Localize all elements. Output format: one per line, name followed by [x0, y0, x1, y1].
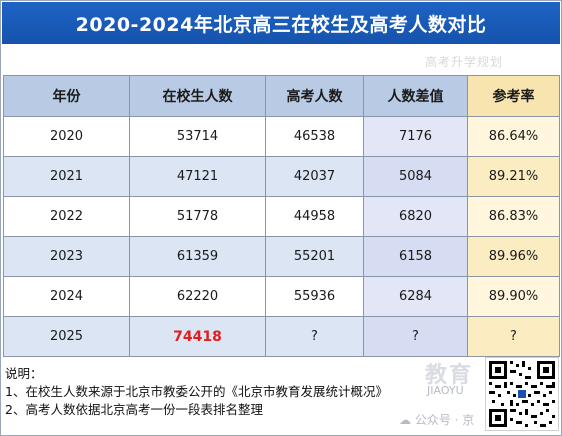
notes-line-1: 1、在校生人数来源于北京市教委公开的《北京市教育发展统计概况》 — [5, 384, 388, 399]
table-row: 2022 51778 44958 6820 86.83% — [3, 196, 560, 237]
header-year: 年份 — [3, 75, 130, 117]
qr-code-graphic — [486, 358, 558, 430]
comparison-table: 年份 在校生人数 高考人数 人数差值 参考率 2020 53714 46538 … — [3, 75, 560, 357]
table-row: 2024 62220 55936 6284 89.90% — [3, 276, 560, 317]
table-header-row: 年份 在校生人数 高考人数 人数差值 参考率 — [3, 75, 560, 117]
header-exam-takers: 高考人数 — [265, 75, 364, 117]
header-difference: 人数差值 — [363, 75, 468, 117]
cell-difference: 5084 — [363, 156, 468, 197]
cell-difference: 6284 — [363, 276, 468, 317]
watermark-top: 高考升学规划 — [424, 55, 503, 69]
notes-line-2: 2、高考人数依据北京高考一份一段表排名整理 — [5, 402, 263, 417]
subtitle-strip — [2, 44, 560, 74]
table-row: 2021 47121 42037 5084 89.21% — [3, 156, 560, 197]
cell-rate: 89.90% — [467, 276, 560, 317]
cell-year: 2024 — [3, 276, 130, 317]
table-row: 2025 74418 ? ? ? — [3, 316, 560, 357]
cell-difference: 7176 — [363, 116, 468, 157]
header-rate: 参考率 — [467, 75, 560, 117]
watermark-latin: JIAOYU — [427, 384, 464, 397]
qr-code — [485, 357, 559, 431]
cell-rate: 89.21% — [467, 156, 560, 197]
cell-enrolled: 62220 — [129, 276, 266, 317]
wechat-icon: ☁ — [399, 413, 411, 427]
table-row: 2023 61359 55201 6158 89.96% — [3, 236, 560, 277]
notes: 说明： 1、在校生人数来源于北京市教委公开的《北京市教育发展统计概况》 2、高考… — [5, 365, 485, 419]
notes-heading: 说明： — [5, 366, 43, 381]
cell-enrolled-highlight: 74418 — [129, 316, 266, 357]
cell-rate: ? — [467, 316, 560, 357]
cell-year: 2023 — [3, 236, 130, 277]
cell-enrolled: 53714 — [129, 116, 266, 157]
cell-enrolled: 51778 — [129, 196, 266, 237]
watermark-brand: 教育 — [425, 363, 474, 388]
watermark-account-text: 公众号 · 京 — [414, 413, 475, 427]
header-enrolled: 在校生人数 — [129, 75, 266, 117]
cell-exam-takers: ? — [265, 316, 364, 357]
cell-rate: 89.96% — [467, 236, 560, 277]
cell-exam-takers: 55201 — [265, 236, 364, 277]
cell-difference: 6820 — [363, 196, 468, 237]
cell-difference: ? — [363, 316, 468, 357]
cell-exam-takers: 44958 — [265, 196, 364, 237]
cell-enrolled: 47121 — [129, 156, 266, 197]
cell-exam-takers: 46538 — [265, 116, 364, 157]
cell-year: 2021 — [3, 156, 130, 197]
cell-year: 2020 — [3, 116, 130, 157]
page-title: 2020-2024年北京高三在校生及高考人数对比 — [2, 2, 560, 44]
cell-enrolled: 61359 — [129, 236, 266, 277]
watermark-account: ☁ 公众号 · 京 — [399, 411, 474, 428]
cell-exam-takers: 42037 — [265, 156, 364, 197]
table-row: 2020 53714 46538 7176 86.64% — [3, 116, 560, 157]
cell-year: 2022 — [3, 196, 130, 237]
page-title-text: 2020-2024年北京高三在校生及高考人数对比 — [75, 13, 487, 36]
cell-difference: 6158 — [363, 236, 468, 277]
cell-rate: 86.64% — [467, 116, 560, 157]
cell-rate: 86.83% — [467, 196, 560, 237]
cell-year: 2025 — [3, 316, 130, 357]
cell-exam-takers: 55936 — [265, 276, 364, 317]
